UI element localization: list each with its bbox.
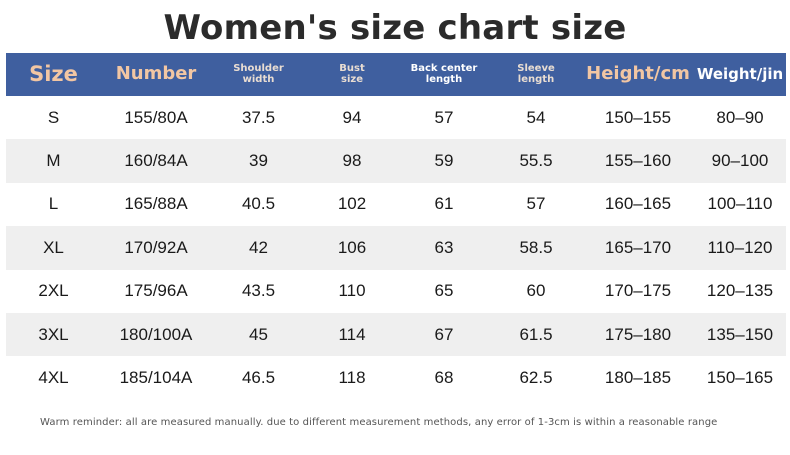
size-chart-table: Size Number Shoulder width Bust size Bac… <box>6 53 786 400</box>
header-number: Number <box>101 53 211 96</box>
cell-size: XL <box>6 226 101 270</box>
cell-size: M <box>6 139 101 183</box>
cell-height: 180–185 <box>582 356 694 400</box>
cell-sleeve: 60 <box>490 269 582 313</box>
header-row: Size Number Shoulder width Bust size Bac… <box>6 53 786 96</box>
cell-weight: 90–100 <box>694 139 786 183</box>
header-shoulder-line1: Shoulder <box>233 63 284 74</box>
cell-back: 65 <box>398 269 490 313</box>
cell-number: 180/100A <box>101 312 211 357</box>
header-sleeve-line1: Sleeve <box>517 63 555 74</box>
cell-shoulder: 40.5 <box>211 182 306 227</box>
size-chart-body: S 155/80A 37.5 94 57 54 150–155 80–90 M 160/84A 39… <box>6 96 786 400</box>
cell-sleeve: 54 <box>490 96 582 140</box>
cell-height: 160–165 <box>582 182 694 227</box>
cell-bust: 98 <box>306 139 398 183</box>
cell-shoulder: 37.5 <box>211 96 306 140</box>
cell-weight: 100–110 <box>694 182 786 227</box>
cell-size: 2XL <box>6 269 101 313</box>
cell-height: 155–160 <box>582 139 694 183</box>
cell-weight: 150–165 <box>694 356 786 400</box>
header-bust-line1: Bust <box>339 63 365 74</box>
header-bust-size: Bust size <box>306 53 398 96</box>
header-back-line1: Back center <box>410 63 478 74</box>
cell-bust: 102 <box>306 182 398 227</box>
warm-reminder-note: Warm reminder: all are measured manually… <box>40 417 718 428</box>
header-sleeve-line2: length <box>517 73 555 85</box>
cell-number: 170/92A <box>101 226 211 270</box>
cell-sleeve: 55.5 <box>490 139 582 183</box>
header-sleeve-length: Sleeve length <box>490 53 582 96</box>
header-shoulder-line2: width <box>242 73 275 85</box>
cell-shoulder: 45 <box>211 312 306 357</box>
table-row: M 160/84A 39 98 59 55.5 155–160 90–100 <box>6 139 786 183</box>
cell-number: 160/84A <box>101 139 211 183</box>
cell-shoulder: 43.5 <box>211 269 306 313</box>
cell-number: 165/88A <box>101 182 211 227</box>
cell-back: 57 <box>398 96 490 140</box>
cell-bust: 110 <box>306 269 398 313</box>
cell-back: 61 <box>398 182 490 227</box>
table-row: 3XL 180/100A 45 114 67 61.5 175–180 135–150 <box>6 312 786 357</box>
cell-number: 185/104A <box>101 356 211 400</box>
header-size: Size <box>6 53 101 96</box>
header-back-center-length: Back center length <box>398 53 490 96</box>
page-title: Women's size chart size <box>163 8 627 48</box>
cell-size: S <box>6 96 101 140</box>
table-row: S 155/80A 37.5 94 57 54 150–155 80–90 <box>6 96 786 140</box>
cell-back: 63 <box>398 226 490 270</box>
cell-height: 170–175 <box>582 269 694 313</box>
cell-back: 68 <box>398 356 490 400</box>
cell-height: 175–180 <box>582 312 694 357</box>
header-bust-line2: size <box>341 73 363 85</box>
cell-size: 3XL <box>6 312 101 357</box>
header-shoulder-width: Shoulder width <box>211 53 306 96</box>
cell-weight: 110–120 <box>694 226 786 270</box>
cell-weight: 80–90 <box>694 96 786 140</box>
table-row: 4XL 185/104A 46.5 118 68 62.5 180–185 150–165 <box>6 356 786 400</box>
cell-back: 67 <box>398 312 490 357</box>
cell-size: 4XL <box>6 356 101 400</box>
cell-bust: 114 <box>306 312 398 357</box>
cell-number: 175/96A <box>101 269 211 313</box>
table-row: 2XL 175/96A 43.5 110 65 60 170–175 120–135 <box>6 269 786 313</box>
cell-sleeve: 57 <box>490 182 582 227</box>
cell-size: L <box>6 182 101 227</box>
cell-sleeve: 58.5 <box>490 226 582 270</box>
cell-back: 59 <box>398 139 490 183</box>
cell-height: 165–170 <box>582 226 694 270</box>
table-row: XL 170/92A 42 106 63 58.5 165–170 110–120 <box>6 226 786 270</box>
header-weight: Weight/jin <box>694 53 786 96</box>
cell-weight: 120–135 <box>694 269 786 313</box>
cell-height: 150–155 <box>582 96 694 140</box>
cell-shoulder: 46.5 <box>211 356 306 400</box>
cell-sleeve: 61.5 <box>490 312 582 357</box>
cell-number: 155/80A <box>101 96 211 140</box>
cell-shoulder: 39 <box>211 139 306 183</box>
cell-bust: 94 <box>306 96 398 140</box>
cell-sleeve: 62.5 <box>490 356 582 400</box>
cell-shoulder: 42 <box>211 226 306 270</box>
cell-weight: 135–150 <box>694 312 786 357</box>
header-height: Height/cm <box>582 53 694 96</box>
cell-bust: 118 <box>306 356 398 400</box>
header-back-line2: length <box>425 73 463 85</box>
cell-bust: 106 <box>306 226 398 270</box>
table-row: L 165/88A 40.5 102 61 57 160–165 100–110 <box>6 182 786 227</box>
